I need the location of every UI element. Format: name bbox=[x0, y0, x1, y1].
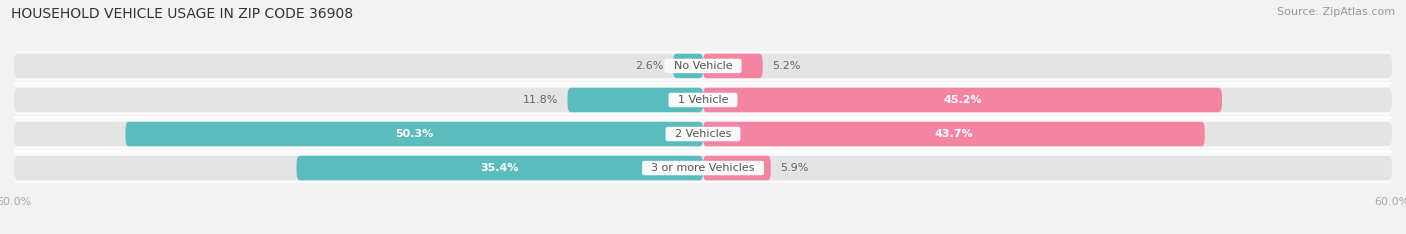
FancyBboxPatch shape bbox=[703, 88, 1222, 112]
Text: HOUSEHOLD VEHICLE USAGE IN ZIP CODE 36908: HOUSEHOLD VEHICLE USAGE IN ZIP CODE 3690… bbox=[11, 7, 353, 21]
Text: 43.7%: 43.7% bbox=[935, 129, 973, 139]
FancyBboxPatch shape bbox=[14, 122, 1392, 146]
FancyBboxPatch shape bbox=[14, 51, 1392, 81]
Text: 11.8%: 11.8% bbox=[523, 95, 558, 105]
Text: 5.2%: 5.2% bbox=[772, 61, 800, 71]
Text: No Vehicle: No Vehicle bbox=[666, 61, 740, 71]
FancyBboxPatch shape bbox=[297, 156, 703, 180]
FancyBboxPatch shape bbox=[125, 122, 703, 146]
FancyBboxPatch shape bbox=[703, 156, 770, 180]
Text: Source: ZipAtlas.com: Source: ZipAtlas.com bbox=[1277, 7, 1395, 17]
FancyBboxPatch shape bbox=[673, 54, 703, 78]
FancyBboxPatch shape bbox=[14, 54, 1392, 78]
FancyBboxPatch shape bbox=[14, 119, 1392, 149]
Text: 5.9%: 5.9% bbox=[780, 163, 808, 173]
FancyBboxPatch shape bbox=[703, 54, 762, 78]
Text: 1 Vehicle: 1 Vehicle bbox=[671, 95, 735, 105]
Text: 50.3%: 50.3% bbox=[395, 129, 433, 139]
FancyBboxPatch shape bbox=[568, 88, 703, 112]
FancyBboxPatch shape bbox=[14, 156, 1392, 180]
FancyBboxPatch shape bbox=[14, 153, 1392, 183]
Text: 2 Vehicles: 2 Vehicles bbox=[668, 129, 738, 139]
FancyBboxPatch shape bbox=[14, 85, 1392, 115]
Text: 3 or more Vehicles: 3 or more Vehicles bbox=[644, 163, 762, 173]
Text: 2.6%: 2.6% bbox=[636, 61, 664, 71]
Text: 45.2%: 45.2% bbox=[943, 95, 981, 105]
FancyBboxPatch shape bbox=[14, 88, 1392, 112]
FancyBboxPatch shape bbox=[703, 122, 1205, 146]
Text: 35.4%: 35.4% bbox=[481, 163, 519, 173]
